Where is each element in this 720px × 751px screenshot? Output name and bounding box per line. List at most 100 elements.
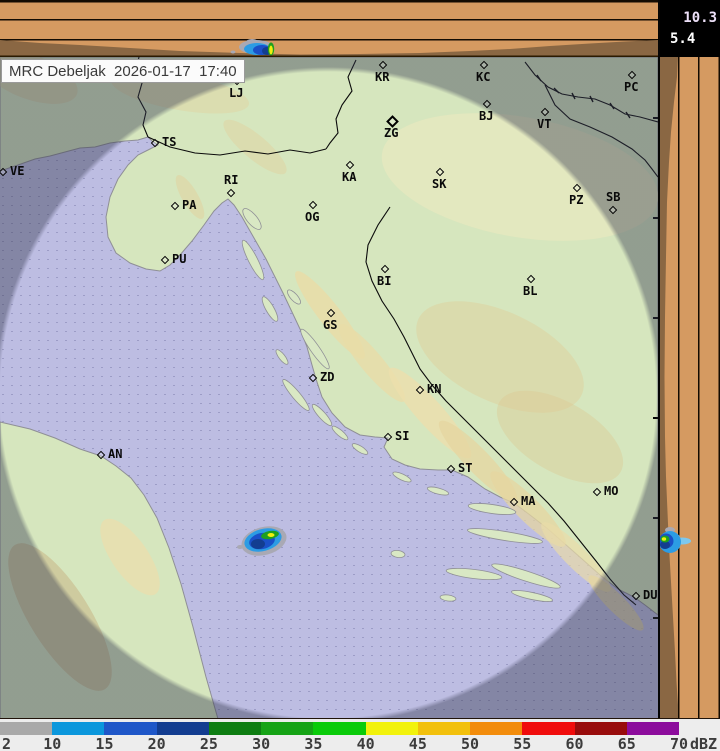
city-diamond-icon xyxy=(446,464,456,474)
city-label: PC xyxy=(624,80,639,94)
colorbar-segment xyxy=(104,722,157,735)
city-label: KN xyxy=(427,382,442,396)
city-label: DU xyxy=(643,588,658,602)
terrain-profile xyxy=(660,57,678,719)
city-diamond-icon xyxy=(378,60,388,70)
city-label: OG xyxy=(305,210,320,224)
colorbar-segment xyxy=(626,722,680,735)
colorbar-tick: 45 xyxy=(408,735,427,751)
city-label: BI xyxy=(377,274,392,288)
colorbar-segment xyxy=(52,722,105,735)
city-label: PZ xyxy=(569,193,584,207)
colorbar-tick: 15 xyxy=(95,735,114,751)
height-readout-box: 10.3 5.4 xyxy=(660,0,720,57)
city-diamond-icon xyxy=(435,167,445,177)
city-label: MO xyxy=(604,484,619,498)
profile-grid-line xyxy=(0,0,658,3)
colorbar-tick: 10 xyxy=(43,735,62,751)
colorbar-segment xyxy=(156,722,209,735)
city-diamond-icon xyxy=(345,160,355,170)
profile-grid-line xyxy=(0,39,658,41)
city-label: SK xyxy=(432,177,447,191)
city-label: MA xyxy=(521,494,536,508)
ns-profile-graphic xyxy=(660,57,720,719)
city-label: SI xyxy=(395,429,410,443)
radar-map: VE TS LJ KR KC PC ZG BJ VT KA SK PZ SB RI PA PU OG BI BL GS… xyxy=(0,57,658,719)
colorbar-segment xyxy=(261,722,314,735)
colorbar-tick: 35 xyxy=(304,735,323,751)
precipitation-echo xyxy=(237,526,287,556)
city-diamond-icon xyxy=(631,591,641,601)
islands xyxy=(241,208,561,602)
profile-grid-line xyxy=(698,57,700,719)
colorbar-tick: 50 xyxy=(461,735,480,751)
city-label: VE xyxy=(10,164,25,178)
colorbar-tick: 55 xyxy=(513,735,532,751)
city-label: ST xyxy=(458,461,473,475)
city-label: ZG xyxy=(384,126,399,140)
ns-cross-section-panel xyxy=(660,57,720,719)
colorbar-tick: 20 xyxy=(147,735,166,751)
city-label: KC xyxy=(476,70,491,84)
profile-grid-line xyxy=(678,57,680,719)
colorbar-tick: 40 xyxy=(356,735,375,751)
city-diamond-icon xyxy=(96,450,106,460)
dbz-tick-labels: dBZ 2 10 15 20 25 30 35 40 45 50 55 60 65 70 xyxy=(0,735,720,751)
colorbar-segment xyxy=(0,722,53,735)
basemap-graphic xyxy=(0,57,658,719)
colorbar-segment xyxy=(470,722,523,735)
city-diamond-icon xyxy=(383,432,393,442)
city-diamond-icon xyxy=(592,487,602,497)
city-label: KA xyxy=(342,170,357,184)
colorbar-tick: 30 xyxy=(252,735,271,751)
city-diamond-icon xyxy=(160,255,170,265)
city-label: ZD xyxy=(320,370,335,384)
ew-profile-graphic xyxy=(0,0,658,57)
ew-echo xyxy=(230,39,275,56)
city-label: AN xyxy=(108,447,123,461)
city-diamond-icon xyxy=(608,205,618,215)
city-label: RI xyxy=(224,173,239,187)
colorbar-tick: 60 xyxy=(565,735,584,751)
city-label: GS xyxy=(323,318,338,332)
terrain-shading xyxy=(0,57,658,691)
colorbar-tick: 65 xyxy=(617,735,636,751)
ew-cross-section-panel xyxy=(0,0,658,57)
city-marker-layer: VE TS LJ KR KC PC ZG BJ VT KA SK PZ SB RI PA PU OG BI BL GS… xyxy=(0,57,658,719)
profile-grid-line xyxy=(0,19,658,21)
profile-grid-line xyxy=(718,57,720,719)
city-diamond-icon xyxy=(572,183,582,193)
city-label: KR xyxy=(375,70,390,84)
colorbar-segment xyxy=(522,722,575,735)
colorbar-segment xyxy=(208,722,262,735)
city-diamond-icon xyxy=(308,373,318,383)
city-diamond-icon xyxy=(326,308,336,318)
top-profile-height-value: 10.3 xyxy=(683,10,717,26)
dbz-scale-bar: dBZ 2 10 15 20 25 30 35 40 45 50 55 60 65 70 xyxy=(0,719,720,751)
city-label: SB xyxy=(606,190,621,204)
range-ticks xyxy=(653,117,658,619)
colorbar-segment xyxy=(365,722,418,735)
title-bar: MRC Debeljak 2026-01-17 17:40 xyxy=(1,59,245,83)
ns-echo xyxy=(660,527,691,553)
city-diamond-icon xyxy=(627,70,637,80)
city-label: PU xyxy=(172,252,187,266)
city-label: TS xyxy=(162,135,177,149)
city-diamond-icon xyxy=(415,385,425,395)
city-diamond-icon xyxy=(170,201,180,211)
terrain-profile xyxy=(0,40,658,57)
city-diamond-icon xyxy=(308,200,318,210)
city-diamond-icon xyxy=(526,274,536,284)
city-label: LJ xyxy=(229,86,244,100)
colorbar-segment xyxy=(417,722,471,735)
dbz-unit-label: dBZ xyxy=(690,735,718,751)
city-label: PA xyxy=(182,198,197,212)
city-diamond-icon xyxy=(226,188,236,198)
colorbar-tick: 70 xyxy=(669,735,689,751)
map-bottom-edge xyxy=(0,718,720,719)
country-borders xyxy=(135,57,658,606)
city-diamond-icon xyxy=(380,264,390,274)
city-diamond-icon xyxy=(482,99,492,109)
colorbar-segment xyxy=(574,722,627,735)
